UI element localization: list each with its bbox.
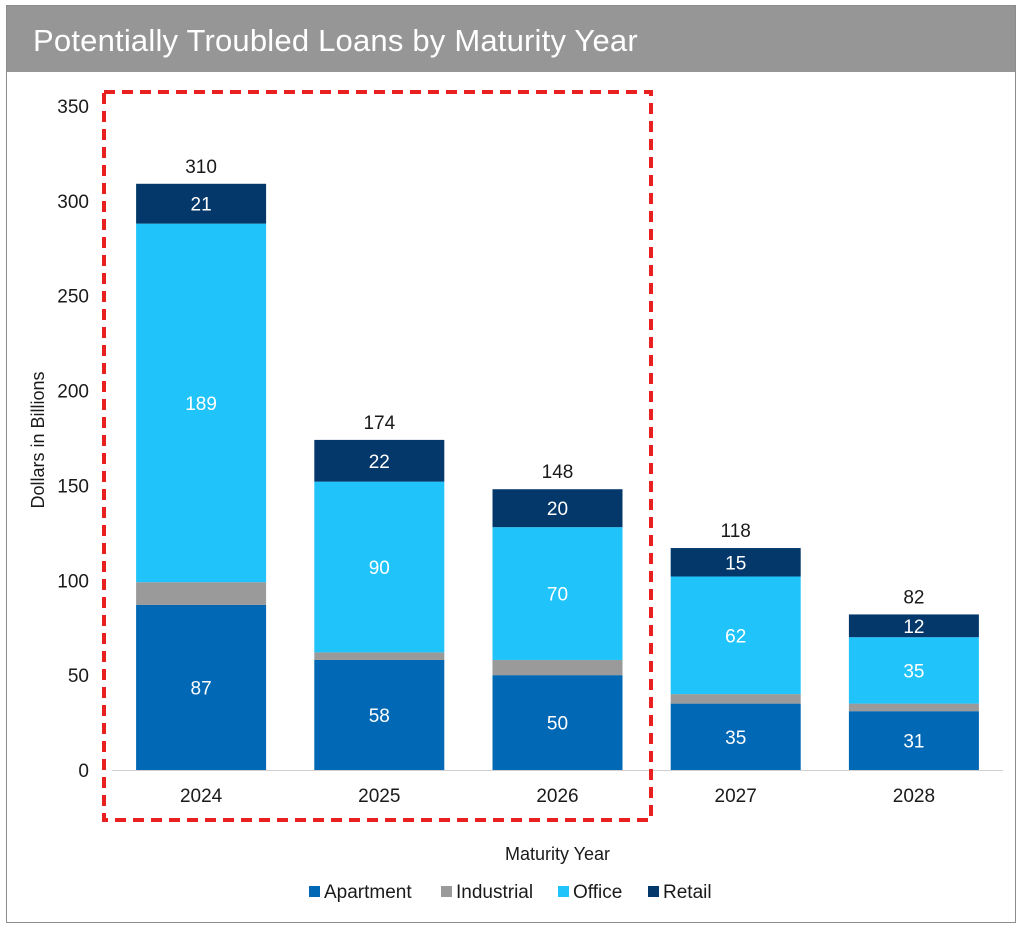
segment-label-apartment: 35 <box>725 728 746 749</box>
segment-label-office: 70 <box>547 585 568 606</box>
x-axis-title: Maturity Year <box>505 844 610 864</box>
bar-segment-industrial <box>492 659 623 676</box>
legend-label-industrial: Industrial <box>456 882 533 903</box>
bar-segment-apartment <box>314 659 445 770</box>
bar-segment-industrial <box>848 703 979 712</box>
total-label: 174 <box>363 413 395 434</box>
legend-swatch-retail <box>648 886 659 897</box>
bar-segment-retail <box>670 548 801 577</box>
x-tick-label: 2024 <box>180 786 223 807</box>
segment-label-retail: 21 <box>191 195 212 216</box>
total-label: 310 <box>185 157 217 178</box>
legend-label-retail: Retail <box>663 882 712 903</box>
y-tick-label: 300 <box>57 192 89 213</box>
y-tick-label: 0 <box>78 761 89 782</box>
total-label: 118 <box>721 521 751 542</box>
x-tick-label: 2028 <box>893 786 935 807</box>
y-tick-label: 50 <box>68 666 89 687</box>
bar-segment-retail <box>492 489 623 528</box>
bar-segment-office <box>314 481 445 653</box>
segment-label-apartment: 87 <box>191 678 212 699</box>
bar-segment-industrial <box>136 582 267 605</box>
y-axis-title: Dollars in Billions <box>28 371 48 508</box>
bar-segment-office <box>492 527 623 660</box>
segment-label-retail: 22 <box>369 452 390 473</box>
legend-label-apartment: Apartment <box>324 882 412 903</box>
segment-label-office: 90 <box>369 558 390 579</box>
total-label: 82 <box>903 587 924 608</box>
bar-segment-retail <box>848 614 979 638</box>
bar-segment-apartment <box>136 604 267 770</box>
y-tick-label: 350 <box>57 97 89 118</box>
bar-segment-industrial <box>314 652 445 660</box>
legend-swatch-industrial <box>441 886 452 897</box>
bar-segment-apartment <box>848 711 979 770</box>
bar-segment-office <box>670 576 801 695</box>
segment-label-apartment: 58 <box>369 706 390 727</box>
legend-swatch-office <box>558 886 569 897</box>
bar-segment-apartment <box>492 675 623 770</box>
bar-segment-office <box>136 223 267 583</box>
legend-label-office: Office <box>573 882 622 903</box>
y-tick-label: 200 <box>57 382 89 403</box>
highlight-box <box>102 90 653 822</box>
bar-segment-office <box>848 637 979 704</box>
segment-label-apartment: 31 <box>903 732 924 753</box>
bar-segment-industrial <box>670 694 801 704</box>
segment-label-retail: 15 <box>725 553 746 574</box>
chart-title: Potentially Troubled Loans by Maturity Y… <box>33 23 638 58</box>
y-tick-label: 250 <box>57 287 89 308</box>
segment-label-retail: 12 <box>903 617 924 638</box>
x-tick-label: 2025 <box>358 786 400 807</box>
title-bar: Potentially Troubled Loans by Maturity Y… <box>7 6 1015 72</box>
segment-label-apartment: 50 <box>547 714 568 735</box>
y-tick-label: 150 <box>57 476 89 497</box>
x-tick-label: 2027 <box>715 786 757 807</box>
legend-swatch-apartment <box>309 886 320 897</box>
bar-segment-retail <box>314 439 445 482</box>
segment-label-office: 35 <box>903 661 924 682</box>
bar-segment-retail <box>136 183 267 224</box>
total-label: 148 <box>542 462 574 483</box>
segment-label-retail: 20 <box>547 499 568 520</box>
x-tick-label: 2026 <box>536 786 578 807</box>
segment-label-office: 62 <box>725 626 746 647</box>
segment-label-office: 189 <box>185 394 217 415</box>
y-tick-label: 100 <box>57 571 89 592</box>
bar-segment-apartment <box>670 703 801 770</box>
